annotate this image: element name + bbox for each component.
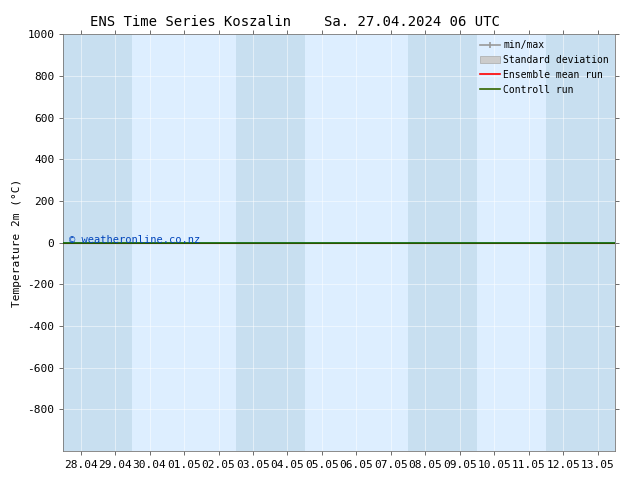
Legend: min/max, Standard deviation, Ensemble mean run, Controll run: min/max, Standard deviation, Ensemble me…	[476, 36, 613, 98]
Bar	[443, 34, 477, 451]
Bar	[236, 34, 270, 451]
Bar	[408, 34, 443, 451]
Text: ENS Time Series Koszalin: ENS Time Series Koszalin	[89, 15, 291, 29]
Bar	[63, 34, 98, 451]
Text: Sa. 27.04.2024 06 UTC: Sa. 27.04.2024 06 UTC	[324, 15, 500, 29]
Bar	[546, 34, 581, 451]
Text: © weatheronline.co.nz: © weatheronline.co.nz	[69, 236, 200, 245]
Y-axis label: Temperature 2m (°C): Temperature 2m (°C)	[12, 178, 22, 307]
Bar	[270, 34, 305, 451]
Bar	[98, 34, 133, 451]
Bar	[581, 34, 615, 451]
